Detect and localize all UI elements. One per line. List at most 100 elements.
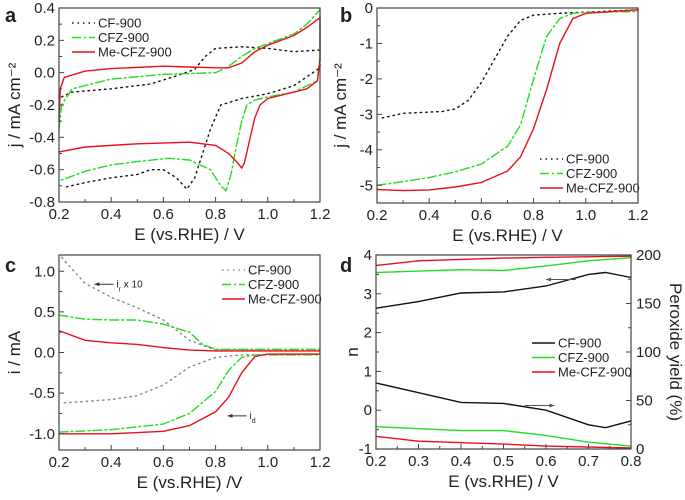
series-me-cfz-900-n-line bbox=[375, 255, 632, 267]
x-tick-label: 0.2 bbox=[366, 453, 387, 470]
legend-label: Me-CFZ-900 bbox=[248, 292, 322, 307]
x-tick-label: 1.2 bbox=[628, 207, 649, 224]
x-tick-label: 0.4 bbox=[419, 207, 440, 224]
y-tick-label: -0.5 bbox=[29, 385, 55, 402]
annotation-subscript: r bbox=[119, 286, 122, 293]
y-tick-label: -2 bbox=[360, 71, 373, 88]
series-cf-900-disk-line bbox=[63, 353, 321, 404]
y2-axis-title: Peroxide yield (%) bbox=[666, 283, 685, 421]
x-tick-label: 0.2 bbox=[367, 207, 388, 224]
series-me-cfz-900-line bbox=[376, 9, 639, 192]
y-axis-title: n bbox=[343, 347, 362, 356]
series-me-cfz-900-disk-line bbox=[58, 353, 321, 435]
y-tick-label: -4 bbox=[360, 142, 373, 159]
y-tick-label: 0.5 bbox=[34, 304, 55, 321]
panel-label: c bbox=[5, 255, 16, 277]
x-tick-label: 0.2 bbox=[49, 206, 70, 223]
x-axis-title: E (vs.RHE) / V bbox=[134, 225, 245, 244]
legend-label: CF-900 bbox=[566, 152, 609, 167]
legend-label: Me-CFZ-900 bbox=[98, 45, 172, 60]
y2-tick-label: 200 bbox=[636, 247, 661, 264]
annotation-suffix: x 10 bbox=[121, 279, 143, 290]
y-tick-label: -0.6 bbox=[29, 162, 55, 179]
arrowhead bbox=[227, 413, 233, 418]
y-tick-label: 1 bbox=[364, 363, 372, 380]
x-axis-title: E (vs.RHE) / V bbox=[448, 472, 559, 491]
series-cfz-900-n-line bbox=[375, 257, 632, 274]
y-tick-label: -1 bbox=[359, 441, 372, 458]
y-tick-label: 2 bbox=[364, 325, 372, 342]
x-tick-label: 1.0 bbox=[257, 454, 278, 471]
annotation-label: id bbox=[250, 411, 256, 425]
series-me-cfz-900-line bbox=[58, 16, 321, 170]
y-tick-label: -0.2 bbox=[29, 97, 55, 114]
y-tick-label: 0 bbox=[364, 402, 372, 419]
x-tick-label: 0.3 bbox=[408, 453, 429, 470]
legend-label: Me-CFZ-900 bbox=[558, 365, 632, 380]
y-tick-label: -1.0 bbox=[29, 426, 55, 443]
x-tick-label: 0.4 bbox=[451, 453, 472, 470]
x-tick-label: 0.5 bbox=[493, 453, 514, 470]
series-cfz-900-peroxide-line bbox=[375, 426, 632, 447]
y-axis-title: i / mA bbox=[5, 330, 24, 374]
x-tick-label: 0.6 bbox=[536, 453, 557, 470]
series-cf-900-ring-line bbox=[60, 256, 321, 352]
x-tick-label: 0.8 bbox=[205, 206, 226, 223]
x-tick-label: 0.8 bbox=[621, 453, 642, 470]
x-tick-label: 0.2 bbox=[49, 454, 70, 471]
y-tick-label: -0.8 bbox=[29, 194, 55, 211]
y2-tick-label: 100 bbox=[636, 344, 661, 361]
y-tick-label: 3 bbox=[364, 286, 372, 303]
series-cfz-900-ring-line bbox=[58, 314, 321, 350]
legend-label: CF-900 bbox=[248, 263, 291, 278]
x-tick-label: 0.6 bbox=[153, 206, 174, 223]
panel-label: a bbox=[5, 5, 17, 27]
series-me-cfz-900-ring-line bbox=[58, 329, 321, 352]
series-cf-900-line bbox=[381, 9, 639, 119]
y-tick-label: 4 bbox=[364, 247, 372, 264]
legend-label: Me-CFZ-900 bbox=[566, 181, 640, 196]
x-tick-label: 0.8 bbox=[205, 454, 226, 471]
x-tick-label: 0.6 bbox=[153, 454, 174, 471]
y-tick-label: 0.2 bbox=[34, 32, 55, 49]
x-axis-title: E (vs.RHE) / V bbox=[452, 226, 563, 245]
y-tick-label: -1 bbox=[360, 35, 373, 52]
y-axis-title: j / mA cm⁻² bbox=[331, 63, 350, 149]
y-axis-title: j / mA cm⁻² bbox=[5, 62, 24, 148]
series-cfz-900-line bbox=[376, 10, 639, 186]
series-cfz-900-disk-line bbox=[58, 354, 321, 433]
series-cf-900-n-line bbox=[375, 271, 632, 309]
legend-label: CFZ-900 bbox=[558, 350, 609, 365]
arrowhead bbox=[94, 282, 100, 287]
legend-label: CFZ-900 bbox=[566, 166, 617, 181]
panel-label: b bbox=[340, 5, 352, 27]
x-axis-title: E (vs.RHE) /V bbox=[137, 473, 243, 492]
legend-label: CFZ-900 bbox=[248, 277, 299, 292]
arrowhead bbox=[549, 403, 555, 408]
x-tick-label: 0.4 bbox=[101, 454, 122, 471]
x-tick-label: 0.8 bbox=[523, 207, 544, 224]
y-tick-label: -5 bbox=[360, 177, 373, 194]
y-tick-label: 0.0 bbox=[34, 65, 55, 82]
y-tick-label: 0.4 bbox=[34, 0, 55, 17]
y-tick-label: 1.0 bbox=[34, 263, 55, 280]
series-cf-900-peroxide-line bbox=[375, 382, 632, 429]
series-cf-900-line bbox=[60, 46, 321, 191]
y-tick-label: -3 bbox=[360, 106, 373, 123]
annotation-label: ir x 10 bbox=[116, 279, 143, 293]
annotation-subscript: d bbox=[252, 417, 256, 424]
arrowhead bbox=[546, 277, 551, 282]
legend-label: CFZ-900 bbox=[98, 30, 149, 45]
legend-label: CF-900 bbox=[558, 336, 601, 351]
y-tick-label: 0.0 bbox=[34, 345, 55, 362]
y2-tick-label: 150 bbox=[636, 296, 661, 313]
panel-label: d bbox=[340, 255, 352, 277]
legend-label: CF-900 bbox=[98, 16, 141, 31]
x-tick-label: 0.4 bbox=[101, 206, 122, 223]
y2-tick-label: 50 bbox=[636, 393, 653, 410]
